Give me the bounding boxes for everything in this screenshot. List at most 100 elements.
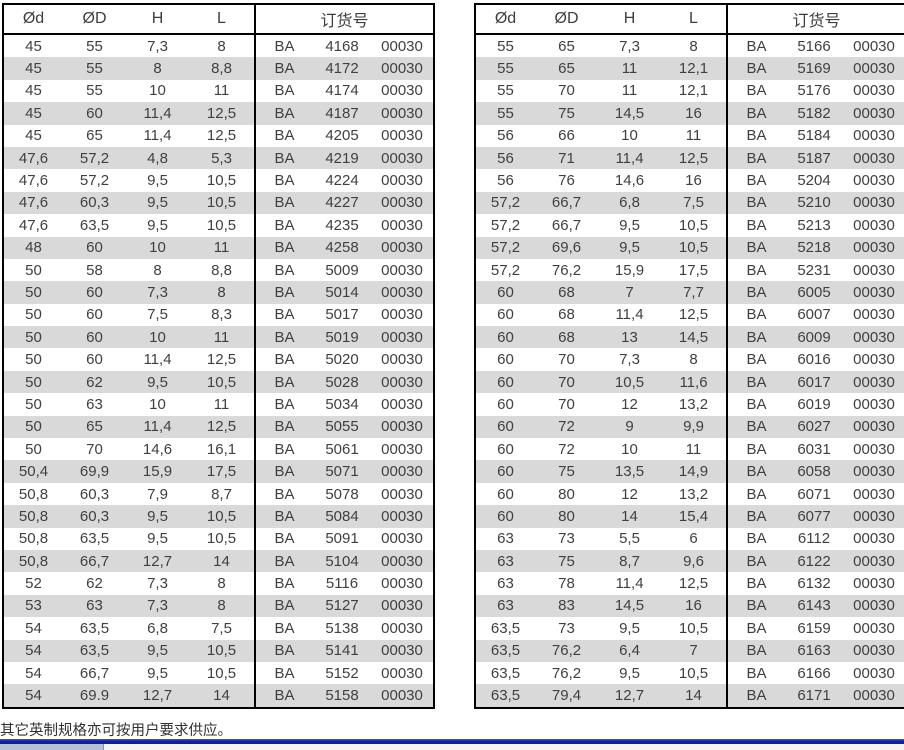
cell-order-code: 5019	[325, 328, 359, 346]
cell-order-prefix: BA	[254, 303, 313, 327]
cell-D: 70	[558, 395, 575, 413]
cell-d: 47,6	[18, 149, 49, 167]
cell-H: 7,9	[147, 485, 168, 503]
cell-H: 12,7	[614, 687, 645, 705]
cell-order-suffix: 00030	[853, 261, 895, 279]
cell-H: 10	[149, 239, 166, 257]
cell-order-prefix: BA	[726, 482, 785, 506]
cell-order-prefix: BA	[254, 594, 313, 618]
cell-order-prefix: BA	[254, 258, 313, 282]
cell-L: 8	[217, 597, 226, 615]
cell-order-suffix: 00030	[853, 642, 895, 660]
cell-H: 9,5	[147, 172, 168, 190]
table-row: 50,8 60,3 9,5 10,5 BA 5084 00030	[3, 505, 434, 528]
table-row: 63,5 76,2 6,4 7 BA 6163 00030	[475, 639, 904, 662]
cell-L: 8	[217, 575, 226, 593]
cell-d: 47,6	[18, 172, 49, 190]
cell-H: 9	[625, 418, 634, 436]
table-row: 47,6 57,2 9,5 10,5 BA 4224 00030	[3, 169, 434, 192]
table-row: 55 70 11 12,1 BA 5176 00030	[475, 79, 904, 103]
cell-order-code: 5231	[797, 261, 831, 279]
col-header-order-number: 订货号	[726, 4, 904, 35]
cell-order-suffix: 00030	[381, 37, 423, 55]
table-row: 53 63 7,3 8 BA 5127 00030	[3, 594, 434, 618]
cell-order-suffix: 00030	[853, 597, 895, 615]
cell-H: 5,5	[619, 530, 640, 548]
cell-order-suffix: 00030	[853, 351, 895, 369]
cell-D: 55	[86, 37, 103, 55]
cell-D: 57,2	[79, 172, 110, 190]
cell-order-prefix: BA	[254, 191, 313, 215]
cell-D: 69,9	[79, 463, 110, 481]
bottom-strip	[0, 744, 904, 750]
cell-order-suffix: 00030	[853, 485, 895, 503]
table-row: 60 72 9 9,9 BA 6027 00030	[475, 415, 904, 439]
cell-d: 57,2	[490, 216, 521, 234]
cell-order-suffix: 00030	[853, 664, 895, 682]
cell-D: 60	[86, 328, 103, 346]
cell-order-suffix: 00030	[381, 149, 423, 167]
cell-order-prefix: BA	[254, 572, 313, 595]
cell-H: 9,5	[619, 619, 640, 637]
cell-D: 65	[86, 127, 103, 145]
cell-D: 68	[558, 328, 575, 346]
col-header-L: L	[661, 4, 727, 35]
cell-d: 55	[497, 60, 514, 78]
cell-order-code: 5218	[797, 239, 831, 257]
cell-H: 9,5	[147, 530, 168, 548]
cell-L: 12,5	[206, 127, 237, 145]
cell-H: 11	[621, 82, 638, 100]
table-row: 60 68 13 14,5 BA 6009 00030	[475, 326, 904, 349]
cell-order-suffix: 00030	[853, 306, 895, 324]
cell-d: 45	[25, 60, 42, 78]
cell-order-prefix: BA	[254, 57, 313, 80]
cell-order-prefix: BA	[254, 460, 313, 483]
table-row: 63 73 5,5 6 BA 6112 00030	[475, 527, 904, 550]
cell-order-suffix: 00030	[381, 597, 423, 615]
cell-order-prefix: BA	[254, 549, 313, 573]
cell-d: 55	[497, 82, 514, 100]
table-row: 47,6 60,3 9,5 10,5 BA 4227 00030	[3, 191, 434, 215]
cell-order-code: 5061	[325, 440, 359, 458]
cell-D: 63	[86, 597, 103, 615]
cell-order-code: 4205	[325, 127, 359, 145]
table-row: 50 65 11,4 12,5 BA 5055 00030	[3, 415, 434, 439]
cell-order-code: 4187	[325, 104, 359, 122]
table-row: 63 83 14,5 16 BA 6143 00030	[475, 594, 904, 618]
cell-D: 55	[86, 60, 103, 78]
cell-order-prefix: BA	[254, 326, 313, 349]
cell-order-suffix: 00030	[853, 283, 895, 301]
cell-order-suffix: 00030	[381, 373, 423, 391]
cell-d: 45	[25, 82, 42, 100]
cell-H: 13,5	[614, 463, 645, 481]
cell-order-code: 6027	[797, 418, 831, 436]
cell-H: 14,5	[614, 104, 645, 122]
cell-d: 50	[25, 261, 42, 279]
cell-order-code: 4174	[325, 82, 359, 100]
cell-d: 48	[25, 239, 42, 257]
table-row: 45 55 7,3 8 BA 4168 00030	[3, 34, 434, 58]
col-header-H: H	[126, 4, 189, 35]
cell-L: 8,7	[211, 485, 232, 503]
cell-order-suffix: 00030	[381, 283, 423, 301]
cell-order-code: 6077	[797, 507, 831, 525]
cell-d: 56	[497, 149, 514, 167]
cell-H: 6,8	[619, 194, 640, 212]
cell-L: 8	[217, 37, 226, 55]
cell-H: 7,3	[619, 37, 640, 55]
table-row: 45 65 11,4 12,5 BA 4205 00030	[3, 124, 434, 147]
cell-L: 11	[213, 395, 230, 413]
cell-D: 69,6	[551, 239, 582, 257]
cell-order-suffix: 00030	[381, 642, 423, 660]
bottom-strip-left-block	[0, 744, 104, 750]
cell-order-suffix: 00030	[381, 530, 423, 548]
cell-d: 50	[25, 440, 42, 458]
cell-order-prefix: BA	[726, 169, 785, 192]
cell-D: 62	[86, 373, 103, 391]
table-row: 60 80 14 15,4 BA 6077 00030	[475, 505, 904, 528]
cell-H: 9,5	[147, 664, 168, 682]
cell-order-code: 5055	[325, 418, 359, 436]
cell-order-prefix: BA	[254, 684, 313, 708]
cell-L: 10,5	[206, 507, 237, 525]
cell-L: 6	[689, 530, 698, 548]
